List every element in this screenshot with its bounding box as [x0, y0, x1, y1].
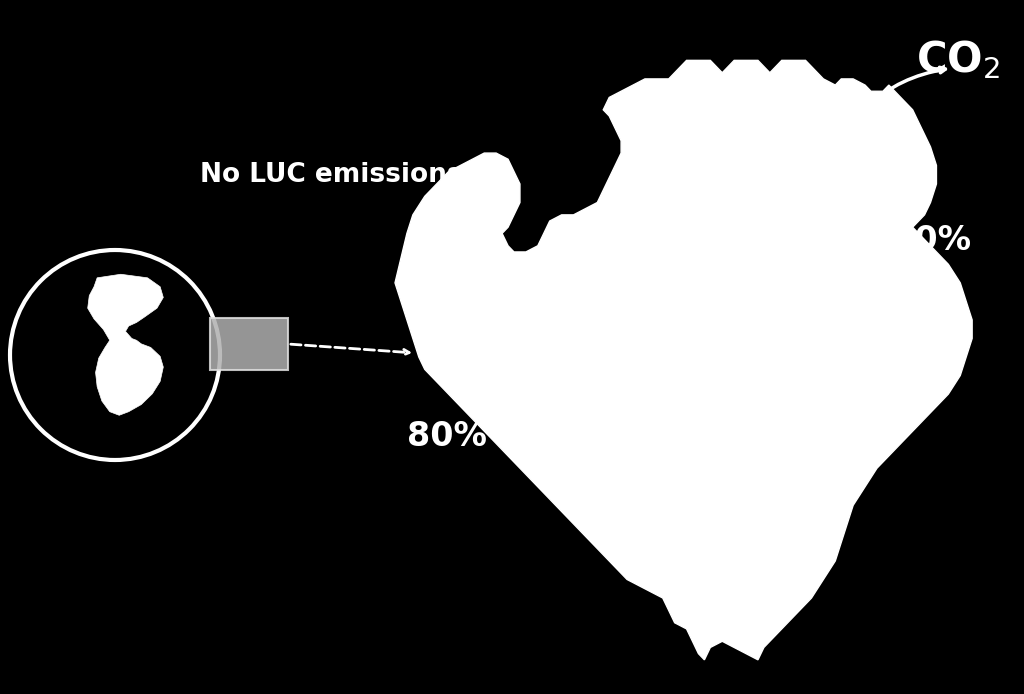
Polygon shape — [395, 60, 972, 660]
Text: No LUC emissions: No LUC emissions — [200, 162, 463, 198]
Polygon shape — [88, 274, 163, 415]
Text: CO$_2$: CO$_2$ — [916, 38, 1000, 81]
Text: 100%: 100% — [868, 223, 971, 257]
Text: 80%: 80% — [407, 420, 486, 453]
Bar — [210, 318, 288, 370]
Circle shape — [10, 250, 220, 460]
